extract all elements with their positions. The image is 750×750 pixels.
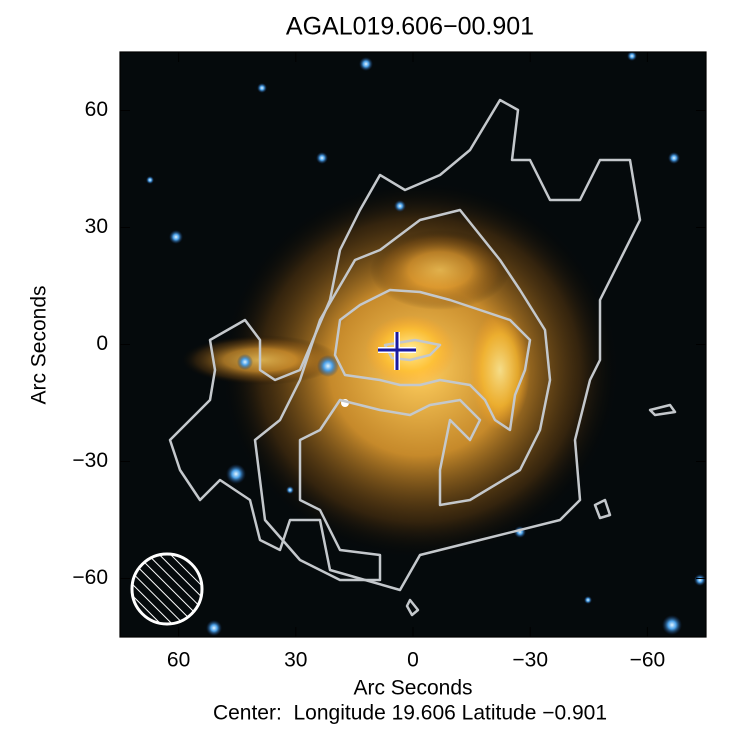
x-tick-label: 30 <box>284 649 307 672</box>
contours <box>168 98 677 617</box>
caption: Center: Longitude 19.606 Latitude −0.901 <box>213 702 607 725</box>
x-axis-label: Arc Seconds <box>353 677 472 700</box>
x-tick-label: −30 <box>512 649 548 672</box>
x-tick-label: 0 <box>407 649 419 672</box>
beam <box>130 552 204 626</box>
y-tick-label: −30 <box>72 449 108 472</box>
x-tick-label: −60 <box>630 649 666 672</box>
y-axis-label: Arc Seconds <box>28 285 51 404</box>
chart-title: AGAL019.606−00.901 <box>286 13 534 41</box>
y-tick-label: −60 <box>72 566 108 589</box>
x-tick-label: 60 <box>167 649 190 672</box>
y-tick-label: 0 <box>96 332 108 355</box>
source-marker <box>378 332 416 370</box>
y-tick-label: 60 <box>85 98 108 121</box>
sky-image <box>120 52 706 637</box>
y-tick-label: 30 <box>85 215 108 238</box>
